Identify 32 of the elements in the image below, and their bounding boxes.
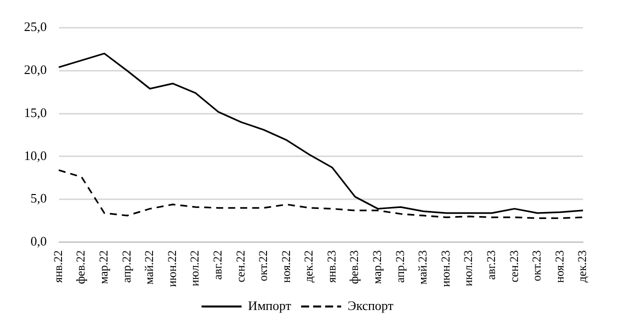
- x-tick-label: фев.22: [74, 250, 88, 284]
- legend-label: Экспорт: [348, 298, 394, 313]
- y-tick-label: 15,0: [24, 104, 47, 120]
- x-tick-label: май.23: [416, 250, 430, 284]
- y-tick-label: 5,0: [30, 190, 47, 206]
- x-tick-label: янв.23: [324, 250, 338, 283]
- x-tick-label: фев.23: [347, 250, 362, 284]
- x-tick-label: июл.22: [188, 250, 202, 286]
- x-tick-label: мар.22: [96, 250, 110, 284]
- x-tick-label: июн.22: [164, 250, 179, 288]
- x-tick-label: апр.22: [119, 250, 134, 283]
- x-tick-label: ноя.23: [552, 250, 566, 283]
- x-tick-label: авг.22: [210, 250, 224, 280]
- x-tick-label: сен.23: [506, 250, 521, 282]
- y-tick-label: 0,0: [30, 234, 47, 249]
- x-tick-label: июн.23: [438, 250, 452, 288]
- y-tick-label: 25,0: [24, 19, 47, 34]
- x-tick-label: окт.22: [256, 250, 270, 282]
- x-tick-label: окт.23: [530, 250, 544, 282]
- x-tick-label: сен.22: [233, 250, 248, 282]
- y-tick-label: 10,0: [24, 148, 47, 163]
- x-tick-label: дек.23: [575, 250, 590, 282]
- x-tick-label: авг.23: [484, 250, 498, 280]
- x-tick-label: дек.22: [302, 250, 316, 282]
- legend-label: Импорт: [248, 298, 292, 313]
- x-tick-label: янв.22: [50, 250, 65, 283]
- x-tick-label: май.22: [142, 250, 156, 284]
- x-tick-label: июл.23: [461, 250, 476, 286]
- x-tick-label: ноя.22: [278, 250, 293, 283]
- y-tick-label: 20,0: [24, 62, 47, 78]
- x-tick-label: апр.23: [392, 250, 407, 283]
- x-tick-label: мар.23: [370, 250, 384, 284]
